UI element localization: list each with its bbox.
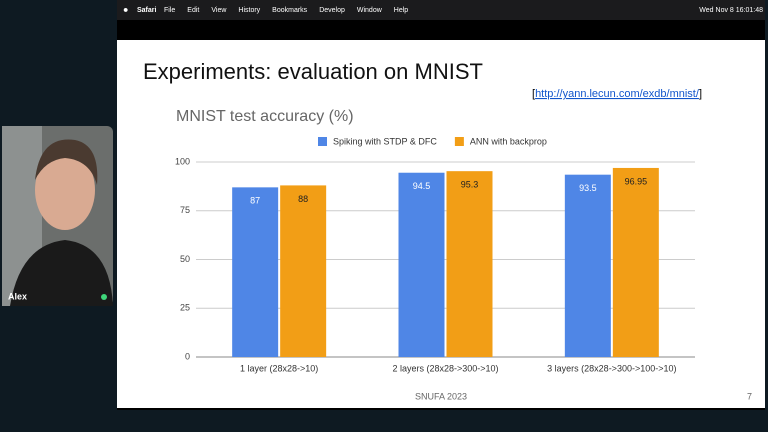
value-label: 93.5 (579, 183, 597, 193)
video-tile: Alex (2, 126, 113, 306)
menu-item[interactable]: Window (357, 7, 383, 14)
menu-item[interactable]: Edit (187, 7, 199, 14)
apple-icon: ● (123, 4, 128, 14)
menu-bar (117, 0, 765, 20)
bracket: ] (699, 88, 702, 100)
legend-label: Spiking with STDP & DFC (333, 136, 437, 146)
y-tick-label: 75 (180, 205, 190, 215)
value-label: 96.95 (625, 176, 648, 186)
x-tick-label: 2 layers (28x28->300->10) (392, 363, 498, 373)
value-label: 94.5 (413, 181, 431, 191)
y-tick-label: 0 (185, 351, 190, 361)
value-label: 87 (250, 196, 260, 206)
bar (612, 167, 659, 357)
legend-swatch (454, 137, 464, 146)
legend-swatch (318, 137, 327, 146)
menu-item[interactable]: View (211, 7, 227, 14)
chart-title: MNIST test accuracy (%) (176, 108, 354, 125)
y-tick-label: 25 (180, 303, 190, 313)
clock: Wed Nov 8 16:01:48 (699, 7, 763, 14)
menu-item[interactable]: Develop (319, 7, 345, 14)
menu-item[interactable]: Bookmarks (272, 7, 308, 14)
shirt (10, 240, 113, 306)
legend-label: ANN with backprop (470, 136, 547, 146)
menu-item[interactable]: Help (394, 7, 409, 14)
link[interactable]: [http://yann.lecun.com/exdb/mnist/] (532, 88, 702, 100)
page-number: 7 (747, 391, 752, 401)
menu-app[interactable]: Safari (137, 7, 157, 14)
bracket: [ (532, 88, 535, 100)
bar (398, 172, 445, 357)
status-dot (101, 294, 107, 300)
slide-title: Experiments: evaluation on MNIST (143, 59, 483, 84)
face (35, 150, 95, 230)
link-url[interactable]: http://yann.lecun.com/exdb/mnist/ (535, 88, 700, 100)
bar (446, 171, 493, 357)
y-tick-label: 50 (180, 254, 190, 264)
hair (35, 139, 98, 185)
bar (232, 187, 279, 357)
menu-items: File Edit View History Bookmarks Develop Windo… (164, 7, 408, 14)
bar (280, 185, 327, 357)
value-label: 88 (298, 194, 308, 204)
participant-name: Alex (8, 291, 27, 301)
y-tick-label: 100 (175, 156, 190, 166)
footer: SNUFA 2023 (415, 391, 467, 401)
menu-item[interactable]: File (164, 7, 175, 14)
value-label: 95.3 (461, 180, 479, 190)
x-tick-label: 3 layers (28x28->300->100->10) (547, 363, 676, 373)
x-tick-label: 1 layer (28x28->10) (240, 363, 318, 373)
bar (564, 174, 611, 357)
menu-item[interactable]: History (238, 7, 260, 14)
